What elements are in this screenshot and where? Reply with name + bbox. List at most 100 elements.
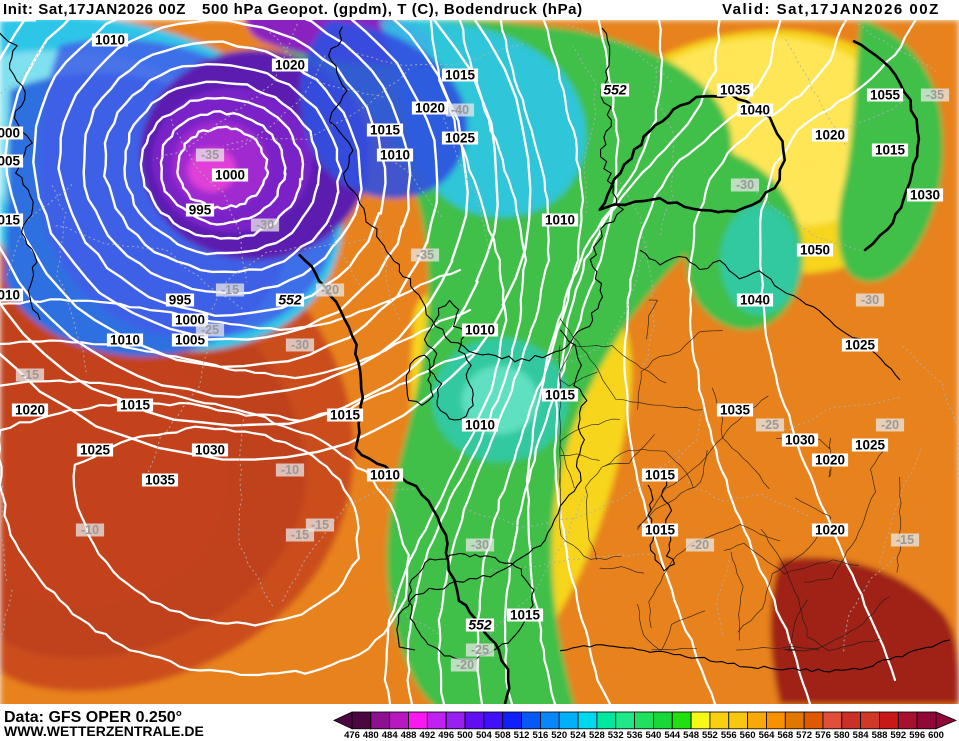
svg-text:-30: -30 — [291, 338, 309, 352]
svg-text:Valid: Sat,17JAN2026 00Z: Valid: Sat,17JAN2026 00Z — [722, 1, 940, 18]
svg-text:1005: 1005 — [0, 154, 21, 169]
svg-text:Init: Sat,17JAN2026 00Z: Init: Sat,17JAN2026 00Z — [3, 1, 186, 18]
svg-text:508: 508 — [495, 730, 511, 741]
svg-text:500 hPa Geopot. (gpdm), T (C),: 500 hPa Geopot. (gpdm), T (C), Bodendruc… — [202, 1, 583, 18]
svg-text:1010: 1010 — [370, 468, 400, 483]
svg-text:-25: -25 — [201, 323, 219, 337]
svg-text:512: 512 — [514, 730, 530, 741]
svg-text:536: 536 — [627, 730, 643, 741]
svg-text:-25: -25 — [761, 418, 779, 432]
svg-text:1020: 1020 — [275, 58, 305, 73]
svg-text:-20: -20 — [691, 538, 709, 552]
svg-text:1025: 1025 — [855, 438, 886, 453]
svg-text:-20: -20 — [881, 418, 899, 432]
svg-text:995: 995 — [169, 293, 192, 308]
svg-text:552: 552 — [468, 617, 492, 633]
svg-text:592: 592 — [890, 730, 906, 741]
svg-text:1055: 1055 — [870, 88, 901, 103]
svg-text:1000: 1000 — [0, 126, 20, 141]
svg-text:564: 564 — [759, 730, 776, 741]
svg-text:524: 524 — [570, 730, 587, 741]
svg-text:1015: 1015 — [0, 213, 21, 228]
svg-text:-30: -30 — [861, 293, 879, 307]
svg-text:548: 548 — [683, 730, 699, 741]
svg-text:-15: -15 — [221, 283, 239, 297]
svg-text:1010: 1010 — [95, 33, 125, 48]
svg-text:1025: 1025 — [445, 131, 476, 146]
svg-text:1015: 1015 — [370, 123, 401, 138]
svg-text:1010: 1010 — [380, 148, 410, 163]
svg-text:1025: 1025 — [845, 338, 876, 353]
svg-text:-15: -15 — [291, 528, 309, 542]
svg-text:-30: -30 — [736, 178, 754, 192]
svg-text:-25: -25 — [471, 643, 489, 657]
svg-text:568: 568 — [777, 730, 793, 741]
svg-text:1015: 1015 — [545, 388, 576, 403]
svg-text:480: 480 — [363, 730, 379, 741]
svg-text:1040: 1040 — [740, 293, 770, 308]
svg-text:528: 528 — [589, 730, 605, 741]
svg-text:-20: -20 — [321, 283, 339, 297]
svg-text:1020: 1020 — [815, 523, 845, 538]
svg-text:1015: 1015 — [120, 398, 151, 413]
svg-text:1015: 1015 — [510, 608, 541, 623]
svg-text:1010: 1010 — [545, 213, 575, 228]
svg-text:-35: -35 — [201, 148, 219, 162]
svg-text:-30: -30 — [256, 218, 274, 232]
svg-text:1020: 1020 — [815, 128, 845, 143]
svg-text:1015: 1015 — [645, 523, 676, 538]
svg-text:1025: 1025 — [80, 443, 111, 458]
svg-text:-10: -10 — [81, 523, 99, 537]
svg-text:-15: -15 — [21, 368, 39, 382]
svg-text:-30: -30 — [471, 538, 489, 552]
svg-text:584: 584 — [853, 730, 870, 741]
svg-text:1010: 1010 — [110, 333, 140, 348]
svg-text:504: 504 — [476, 730, 493, 741]
svg-text:496: 496 — [438, 730, 454, 741]
svg-text:600: 600 — [928, 730, 944, 741]
svg-text:544: 544 — [664, 730, 681, 741]
svg-text:995: 995 — [189, 203, 212, 218]
svg-text:576: 576 — [815, 730, 831, 741]
svg-text:1015: 1015 — [330, 408, 361, 423]
svg-text:1020: 1020 — [15, 403, 45, 418]
svg-text:476: 476 — [344, 730, 360, 741]
svg-text:580: 580 — [834, 730, 850, 741]
svg-text:-10: -10 — [281, 463, 299, 477]
svg-text:588: 588 — [872, 730, 888, 741]
svg-text:1020: 1020 — [415, 101, 445, 116]
svg-text:500: 500 — [457, 730, 473, 741]
svg-text:572: 572 — [796, 730, 812, 741]
svg-text:1030: 1030 — [910, 188, 940, 203]
svg-text:1035: 1035 — [145, 473, 176, 488]
svg-text:488: 488 — [401, 730, 417, 741]
svg-text:1030: 1030 — [785, 433, 815, 448]
svg-text:556: 556 — [721, 730, 737, 741]
svg-text:1050: 1050 — [800, 243, 830, 258]
svg-text:WWW.WETTERZENTRALE.DE: WWW.WETTERZENTRALE.DE — [4, 723, 204, 739]
svg-text:1015: 1015 — [645, 468, 676, 483]
svg-text:596: 596 — [909, 730, 925, 741]
svg-text:552: 552 — [702, 730, 718, 741]
svg-text:-20: -20 — [456, 658, 474, 672]
svg-text:1020: 1020 — [815, 453, 845, 468]
svg-text:1010: 1010 — [0, 288, 20, 303]
svg-text:540: 540 — [645, 730, 661, 741]
svg-text:520: 520 — [551, 730, 567, 741]
svg-text:552: 552 — [278, 292, 302, 308]
svg-text:1010: 1010 — [465, 418, 495, 433]
svg-text:-35: -35 — [416, 248, 434, 262]
svg-text:492: 492 — [419, 730, 435, 741]
svg-text:552: 552 — [603, 82, 627, 98]
svg-text:1015: 1015 — [445, 68, 476, 83]
svg-text:532: 532 — [608, 730, 624, 741]
svg-text:1035: 1035 — [720, 83, 751, 98]
svg-text:-40: -40 — [451, 103, 469, 117]
svg-text:1010: 1010 — [465, 323, 495, 338]
svg-text:1040: 1040 — [740, 103, 770, 118]
svg-text:1030: 1030 — [195, 443, 225, 458]
svg-text:560: 560 — [740, 730, 756, 741]
svg-text:-15: -15 — [896, 533, 914, 547]
svg-text:1035: 1035 — [720, 403, 751, 418]
svg-text:1000: 1000 — [215, 168, 245, 183]
